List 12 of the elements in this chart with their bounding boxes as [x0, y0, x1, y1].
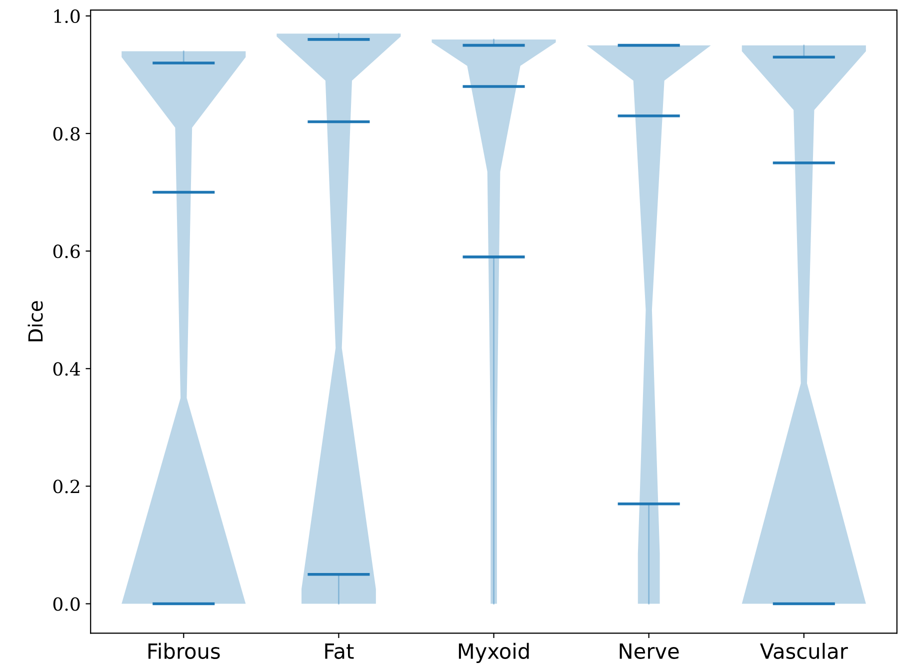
x-tick-label: Fat — [325, 644, 354, 659]
y-axis-title: Dice — [28, 301, 43, 342]
y-tick-label: 1.0 — [54, 9, 80, 24]
y-tick-label: 0.4 — [53, 362, 80, 376]
y-tick-label: 0.8 — [53, 126, 80, 141]
y-tick-label: 0.0 — [53, 597, 80, 611]
x-tick-label: Myxoid — [458, 642, 529, 664]
x-tick-label: Nerve — [620, 644, 679, 659]
y-tick-label: 0.6 — [53, 244, 80, 258]
x-tick-label: Vascular — [760, 642, 848, 659]
y-tick-label: 0.2 — [53, 480, 80, 494]
x-tick-label: Fibrous — [148, 642, 220, 659]
